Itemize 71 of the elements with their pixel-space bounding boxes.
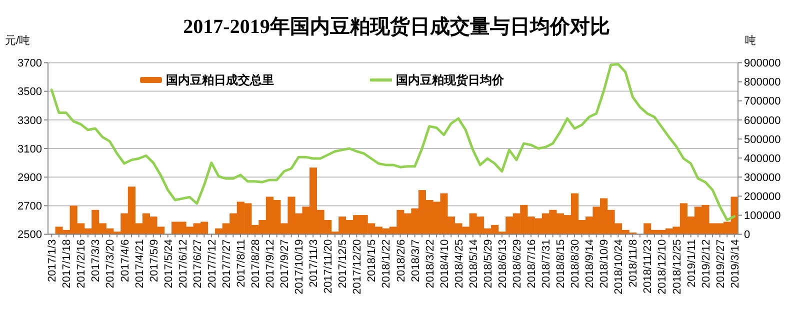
- x-tick-label: 2018/11/8: [628, 239, 640, 288]
- x-tick-label: 2017/7/27: [220, 239, 233, 288]
- x-tick-label: 2019/3/14: [729, 239, 742, 288]
- x-tick-label: 2018/4/25: [453, 239, 466, 288]
- y2-tick-label: 500000: [744, 134, 781, 146]
- chart-title: 2017-2019年国内豆粕现货日成交量与日均价对比: [183, 15, 610, 38]
- x-tick-label: 2018/5/29: [482, 239, 494, 288]
- y2-tick-label: 900000: [744, 58, 781, 70]
- y2-tick-label: 600000: [744, 114, 781, 127]
- x-tick-label: 2017/11/3: [308, 239, 320, 288]
- y-tick-label: 3300: [18, 114, 42, 127]
- x-tick-label: 2018/8/30: [570, 239, 582, 288]
- x-tick-label: 2017/6/12: [177, 239, 190, 288]
- x-tick-label: 2019/2/12: [700, 239, 712, 288]
- legend-label: 国内豆粕日成交总里: [166, 73, 274, 88]
- y2-tick-label: 300000: [744, 172, 781, 184]
- x-tick-label: 2018/8/15: [555, 239, 568, 288]
- y2-tick-label: 100000: [744, 210, 781, 222]
- x-tick-label: 2018/10/9: [598, 239, 611, 288]
- x-tick-label: 2018/5/14: [468, 239, 480, 288]
- x-tick-label: 2018/1/22: [380, 239, 393, 288]
- x-tick-label: 2018/10/24: [613, 239, 626, 294]
- x-tick-label: 2017/8/11: [235, 239, 248, 288]
- y-tick-label: 3700: [18, 58, 42, 70]
- x-tick-label: 2018/11/23: [642, 239, 654, 294]
- x-tick-label: 2018/12/10: [656, 239, 669, 294]
- x-tick-label: 2017/4/21: [134, 239, 146, 288]
- x-tick-label: 2017/12/5: [337, 239, 350, 288]
- y-tick-label: 2900: [18, 172, 42, 184]
- legend-label: 国内豆粕现货日均价: [396, 73, 505, 88]
- x-tick-label: 2018/2/6: [395, 239, 408, 282]
- y-tick-label: 3500: [18, 86, 42, 98]
- x-tick-label: 2017/11/20: [322, 239, 335, 294]
- x-tick-label: 2019/1/11: [686, 239, 698, 288]
- x-tick-label: 2018/6/29: [511, 239, 524, 288]
- x-tick-label: 2018/1/5: [366, 239, 378, 282]
- y2-tick-label: 200000: [744, 191, 781, 204]
- y-tick-label: 3100: [18, 143, 42, 156]
- y2-tick-label: 400000: [744, 152, 781, 165]
- x-tick-label: 2018/9/14: [584, 239, 596, 288]
- x-tick-label: 2017/3/20: [104, 239, 117, 288]
- x-tick-label: 2017/9/12: [264, 239, 277, 288]
- x-tick-label: 2017/5/24: [162, 239, 175, 288]
- x-tick-label: 2018/7/31: [540, 239, 553, 288]
- x-tick-label: 2017/10/19: [294, 239, 306, 294]
- x-tick-label: 2017/4/6: [119, 239, 132, 282]
- y-tick-label: 2700: [18, 200, 42, 213]
- x-tick-label: 2017/5/9: [148, 239, 160, 282]
- line-series: [50, 62, 736, 222]
- y-tick-label: 2500: [18, 229, 42, 242]
- x-tick-label: 2018/12/25: [671, 239, 684, 294]
- x-tick-label: 2017/6/27: [192, 239, 204, 288]
- y-axis-title: 元/吨: [5, 34, 30, 47]
- y2-tick-label: 700000: [744, 96, 781, 108]
- y2-axis-title: 吨: [745, 34, 756, 47]
- x-tick-label: 2017/1/3: [46, 239, 59, 282]
- x-tick-label: 2018/7/16: [526, 239, 538, 288]
- x-tick-label: 2017/3/3: [90, 239, 102, 282]
- y2-tick-label: 0: [744, 229, 750, 242]
- x-tick-label: 2017/12/20: [352, 239, 364, 294]
- x-tick-label: 2017/8/28: [250, 239, 262, 288]
- x-tick-label: 2017/1/18: [61, 239, 74, 288]
- x-tick-label: 2018/3/22: [424, 239, 436, 288]
- x-tick-label: 2017/7/12: [206, 239, 218, 288]
- x-tick-label: 2018/3/7: [410, 239, 422, 282]
- x-tick-label: 2018/6/13: [496, 239, 509, 288]
- x-tick-label: 2019/2/27: [714, 239, 727, 288]
- x-tick-label: 2018/4/10: [438, 239, 451, 288]
- x-tick-label: 2017/9/27: [279, 239, 292, 288]
- y2-tick-label: 800000: [744, 76, 781, 89]
- x-tick-label: 2017/2/16: [76, 239, 88, 288]
